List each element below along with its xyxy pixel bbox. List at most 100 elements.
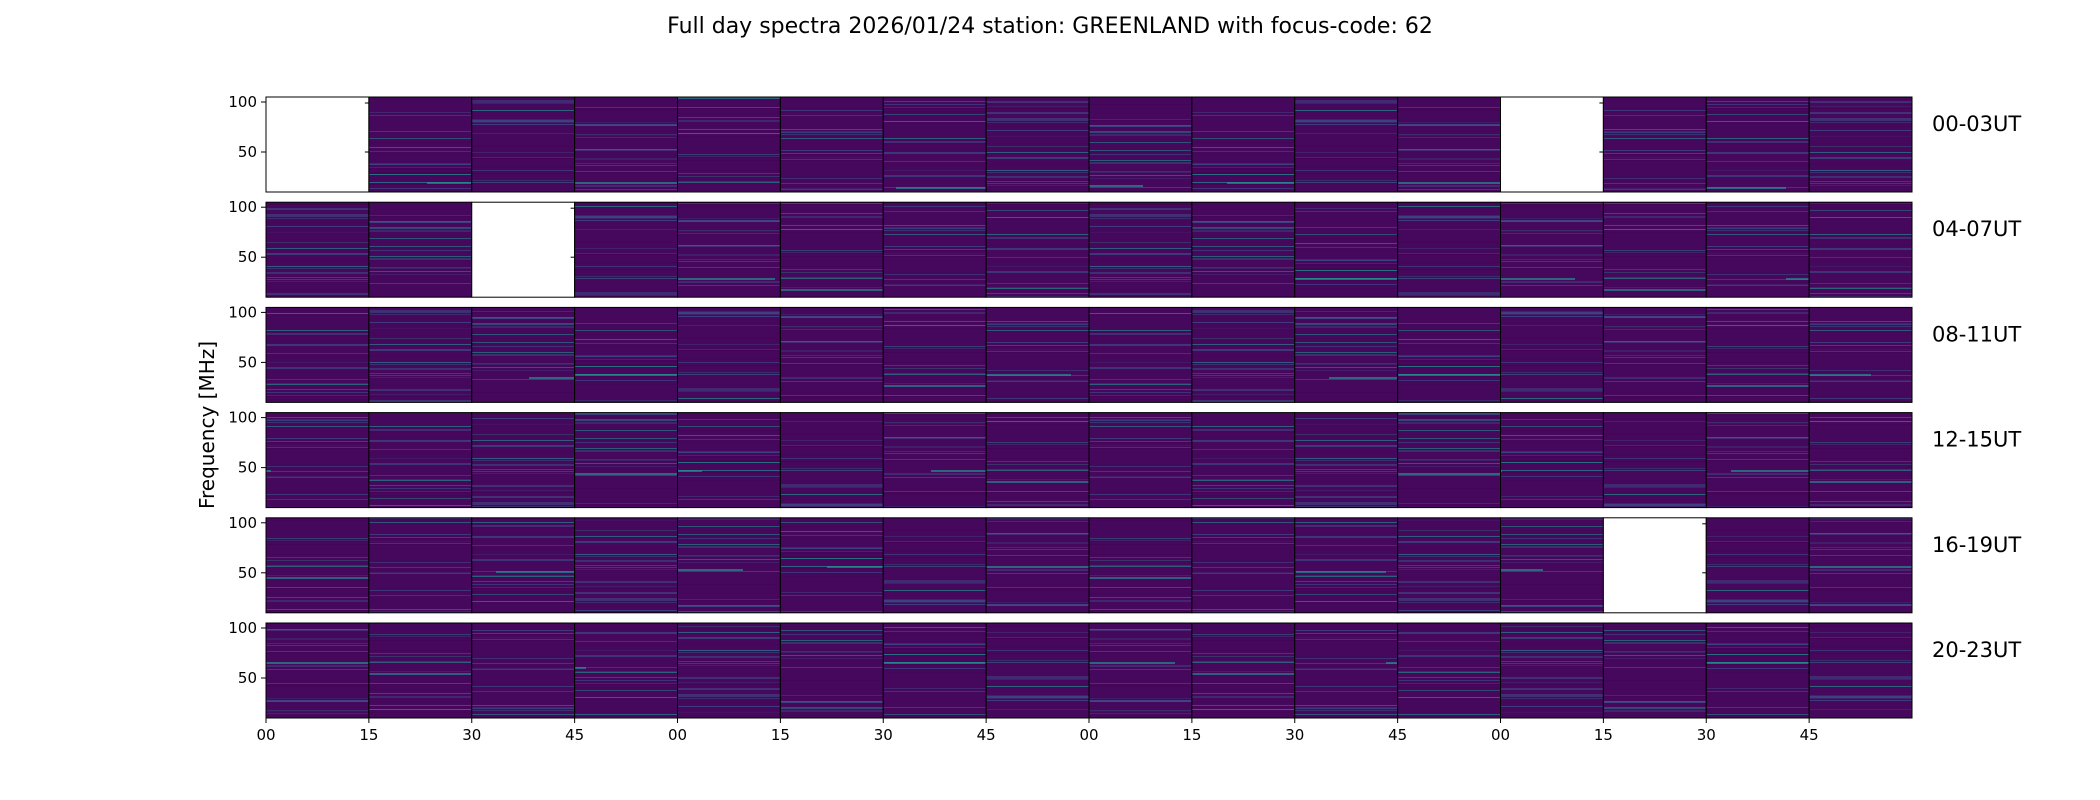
x-tick-label: 00 xyxy=(1079,726,1098,744)
spectrum-panel xyxy=(1705,622,1810,719)
spectrum-panel xyxy=(368,96,473,193)
spectrum-panel xyxy=(1191,517,1296,614)
spectrum-panel xyxy=(574,517,679,614)
spectra-row: 50 100 08-11UT xyxy=(228,303,2021,403)
spectra-row: 50 100 12-15UT xyxy=(228,409,2021,509)
spectrum-panel xyxy=(265,517,370,614)
spectrum-panel xyxy=(779,96,884,193)
spectrum-panel xyxy=(1191,96,1296,193)
spectrum-panel xyxy=(471,622,576,719)
spectrum-panel xyxy=(1602,201,1707,298)
y-tick-label: 50 xyxy=(238,564,257,582)
spectrum-panel-missing xyxy=(1500,96,1604,193)
spectrum-panel xyxy=(1294,306,1399,403)
spectrum-panel-missing xyxy=(1602,517,1707,614)
spectrum-panel xyxy=(1397,306,1502,403)
y-tick-label: 100 xyxy=(228,514,257,532)
spectrum-panel xyxy=(471,96,576,193)
spectrum-panel xyxy=(985,622,1090,719)
spectrum-panel xyxy=(985,96,1090,193)
spectrum-panel xyxy=(1705,201,1810,298)
spectrum-panel xyxy=(1602,412,1707,509)
spectrum-panel xyxy=(882,412,987,509)
row-time-label: 16-19UT xyxy=(1932,533,2021,557)
spectrum-panel xyxy=(882,306,987,403)
spectrum-panel xyxy=(1397,622,1502,719)
y-tick-label: 100 xyxy=(228,93,257,111)
x-tick-label: 45 xyxy=(977,726,996,744)
y-tick-label: 100 xyxy=(228,198,257,216)
x-tick-label: 00 xyxy=(1491,726,1510,744)
spectrum-panel xyxy=(779,622,884,719)
spectrum-panel xyxy=(1808,622,1913,719)
x-tick-label: 15 xyxy=(359,726,378,744)
spectrum-panel-missing xyxy=(471,201,576,298)
spectrum-panel xyxy=(1500,201,1604,298)
row-time-label: 08-11UT xyxy=(1932,322,2021,346)
spectrum-panel xyxy=(1500,622,1604,719)
spectrum-panel xyxy=(1191,201,1296,298)
spectrum-panel xyxy=(574,306,679,403)
spectrum-panel xyxy=(574,201,679,298)
spectrum-panel-missing xyxy=(265,96,370,193)
spectrum-panel xyxy=(368,306,473,403)
spectrum-panel xyxy=(882,622,987,719)
spectrum-panel xyxy=(1294,96,1399,193)
spectrum-panel xyxy=(1500,517,1604,614)
spectrum-panel xyxy=(1191,412,1296,509)
spectrum-panel xyxy=(368,622,473,719)
spectrum-panel xyxy=(985,412,1090,509)
spectrum-panel xyxy=(1705,412,1810,509)
x-tick-label: 45 xyxy=(1388,726,1407,744)
spectrum-panel xyxy=(1294,412,1399,509)
spectrum-panel xyxy=(368,412,473,509)
spectrum-panel xyxy=(1808,306,1913,403)
row-time-label: 12-15UT xyxy=(1932,428,2021,452)
x-tick-label: 30 xyxy=(1285,726,1304,744)
y-tick-label: 50 xyxy=(238,143,257,161)
spectrum-panel xyxy=(265,201,370,298)
x-tick-label: 30 xyxy=(1697,726,1716,744)
row-time-label: 20-23UT xyxy=(1932,638,2021,662)
spectrum-panel xyxy=(1808,517,1913,614)
spectrum-panel xyxy=(882,201,987,298)
y-tick-label: 50 xyxy=(238,248,257,266)
spectrum-panel xyxy=(779,517,884,614)
spectrum-panel xyxy=(985,517,1090,614)
spectra-row: 50 100 00-03UT xyxy=(228,93,2021,193)
spectra-row: 50 100 16-19UT xyxy=(228,514,2021,614)
spectra-rows: 50 100 00-03UT 50 100 04-07UT 50 100 08-11UT 50 10… xyxy=(228,93,2021,719)
x-tick-label: 00 xyxy=(668,726,687,744)
spectrum-panel xyxy=(677,622,781,719)
spectrum-panel xyxy=(1088,306,1193,403)
x-tick-label: 30 xyxy=(874,726,893,744)
spectrum-panel xyxy=(368,201,473,298)
spectrum-panel xyxy=(1602,622,1707,719)
spectrum-panel xyxy=(1191,622,1296,719)
spectrum-panel xyxy=(677,517,781,614)
spectrum-panel xyxy=(1602,306,1707,403)
spectrum-panel xyxy=(677,412,781,509)
spectrum-panel xyxy=(1500,412,1604,509)
x-tick-label: 30 xyxy=(462,726,481,744)
spectrum-panel xyxy=(265,306,370,403)
x-tick-label: 45 xyxy=(1800,726,1819,744)
spectrum-panel xyxy=(471,517,576,614)
chart-title: Full day spectra 2026/01/24 station: GRE… xyxy=(667,14,1433,39)
spectrum-panel xyxy=(779,412,884,509)
spectrum-panel xyxy=(882,96,987,193)
x-tick-label: 15 xyxy=(771,726,790,744)
spectrum-panel xyxy=(1808,96,1913,193)
spectrum-panel xyxy=(882,517,987,614)
y-tick-label: 100 xyxy=(228,619,257,637)
spectrum-panel xyxy=(1397,517,1502,614)
spectrum-panel xyxy=(471,306,576,403)
spectra-row: 50 100 04-07UT xyxy=(228,198,2021,298)
spectrum-panel xyxy=(471,412,576,509)
x-tick-label: 00 xyxy=(256,726,275,744)
x-tick-label: 45 xyxy=(565,726,584,744)
spectrum-panel xyxy=(1397,412,1502,509)
x-tick-label: 15 xyxy=(1182,726,1201,744)
spectrum-panel xyxy=(1808,412,1913,509)
